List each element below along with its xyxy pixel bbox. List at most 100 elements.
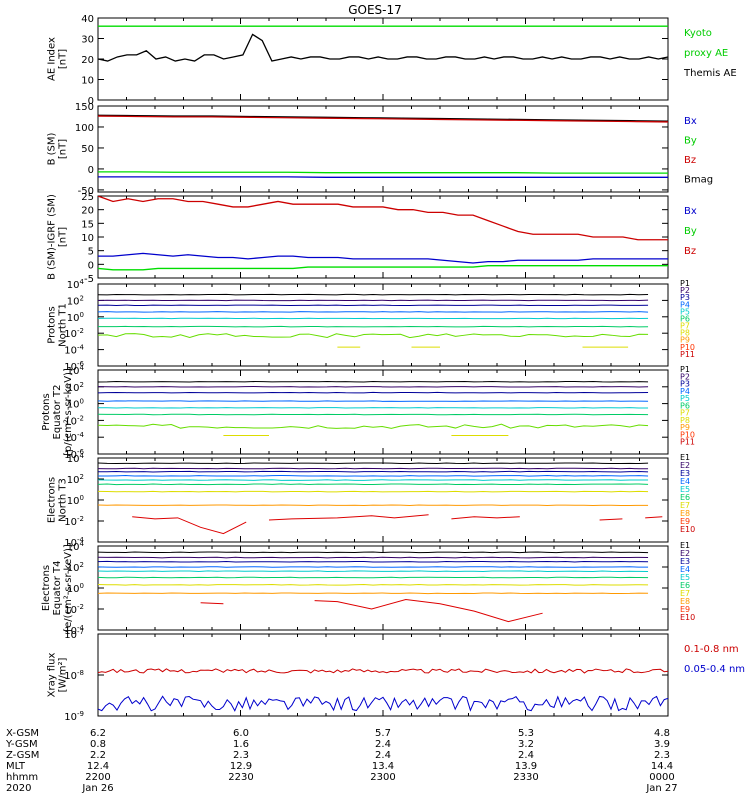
y-axis-label: B (SM)-IGRF (SM)[nT] (47, 194, 69, 280)
y-tick-label: 5 (88, 247, 94, 258)
legend-entry: P2 (680, 372, 690, 381)
ephem-row-label: MLT (6, 761, 26, 772)
y-tick-label: 20 (81, 55, 94, 66)
channel-line (98, 592, 649, 595)
y-tick-exponent: -8 (77, 669, 84, 677)
legend-entry: P3 (680, 293, 690, 302)
channel-line (98, 556, 649, 559)
legend-entry: P7 (680, 322, 690, 331)
y-axis-label-line: North T3 (58, 478, 69, 522)
y-axis-label-line: [p/(cm²-s-sr-keV)] (63, 368, 74, 456)
legend-entry: E6 (680, 581, 690, 590)
legend-entry: 0.1-0.8 nm (684, 644, 739, 655)
y-axis-label-line: North T1 (58, 303, 69, 347)
legend-entry: proxy AE (684, 48, 728, 59)
y-axis-label-line: [e/(cm²-s-sr-keV)] (63, 544, 74, 632)
y-tick-label: 100 (67, 494, 84, 507)
y-tick-label: 104 (67, 452, 85, 465)
panel-data (98, 381, 649, 437)
legend-entry: P5 (680, 307, 690, 316)
legend-entry: E6 (680, 493, 690, 502)
y-axis-label-line: [nT] (58, 139, 69, 159)
legend-entry: P9 (680, 423, 690, 432)
chart-panel-3: -5 0 5 10 15 20 25 B (SM)-IGRF (SM)[nT] Bx By Bz (47, 192, 697, 285)
legend-entry: P9 (680, 336, 690, 345)
channel-e9-trace (599, 518, 623, 521)
y-tick-exponent: -4 (77, 344, 85, 352)
y-axis-label-line: Electrons (47, 477, 58, 523)
y-tick-label: -5 (84, 274, 94, 285)
ephem-value: 2.2 (90, 750, 106, 761)
y-tick-exponent: -2 (77, 414, 84, 422)
ephem-row-label: hhmm (6, 772, 38, 783)
y-tick-label: 25 (81, 192, 94, 203)
legend-entry: 0.05-0.4 nm (684, 664, 745, 675)
channel-line (98, 333, 649, 339)
y-tick-exponent: 2 (80, 294, 84, 302)
y-tick-label: 10 (81, 76, 94, 87)
channel-line (98, 584, 649, 586)
y-tick-exponent: 2 (80, 473, 84, 481)
ephem-value: 12.9 (230, 761, 252, 772)
ephem-value: Jan 26 (81, 783, 113, 794)
y-axis-label: Xray flux[W/m²] (47, 653, 69, 698)
legend-entry: E7 (680, 501, 690, 510)
y-tick-label: 10-9 (64, 710, 84, 723)
ephem-value: 6.0 (233, 728, 249, 739)
y-axis-label-line: [nT] (58, 49, 69, 69)
y-tick-exponent: 4 (80, 452, 85, 460)
y-tick-label: 150 (75, 102, 94, 113)
y-axis-label: ProtonsNorth T1 (47, 303, 69, 347)
y-tick-exponent: 4 (80, 540, 85, 548)
y-tick-exponent: 0 (80, 582, 84, 590)
xray-series-line (98, 668, 668, 674)
ephem-value: 12.4 (87, 761, 109, 772)
y-axis-label: B (SM)[nT] (47, 132, 69, 165)
panel-data (98, 196, 668, 271)
legend-entry: P10 (680, 343, 695, 352)
legend-entry: E1 (680, 541, 690, 550)
y-tick-exponent: -6 (77, 448, 85, 456)
ephem-value: 3.2 (518, 739, 534, 750)
channel-line (98, 576, 649, 579)
ephem-row-label: 2020 (6, 783, 31, 794)
panel-data (98, 551, 649, 623)
ephem-value: 6.2 (90, 728, 106, 739)
y-tick-label: 0 (88, 96, 94, 107)
channel-line (98, 551, 649, 554)
series-line (98, 114, 668, 122)
series-line (98, 115, 668, 123)
y-tick-exponent: 0 (80, 494, 84, 502)
series-line (98, 171, 668, 174)
legend-entry: E4 (680, 565, 690, 574)
channel-line (98, 470, 649, 473)
chart-panel-2: -50 0 50 100 150 B (SM)[nT] Bx By Bz Bmag (47, 102, 714, 197)
ephem-row-label: Z-GSM (6, 750, 39, 761)
series-line (98, 252, 668, 264)
panel-frame (97, 457, 669, 543)
y-tick-label: 102 (67, 473, 84, 486)
channel-line (98, 423, 649, 429)
y-tick-label: 10 (81, 233, 94, 244)
legend-entry: P1 (680, 279, 690, 288)
ephem-value: Jan 27 (645, 783, 677, 794)
legend-entry: Bz (684, 246, 696, 257)
y-tick-exponent: -6 (77, 360, 85, 368)
ephem-value: 13.4 (372, 761, 394, 772)
legend-entry: E10 (680, 525, 695, 534)
y-tick-label: 20 (81, 206, 94, 217)
channel-line (98, 570, 649, 573)
y-axis-label-line: Protons (47, 306, 58, 343)
panel-data (98, 462, 663, 535)
legend-entry: E2 (680, 461, 690, 470)
y-tick-label: 100 (75, 123, 94, 134)
channel-e9-trace (645, 516, 663, 519)
ephem-value: 14.4 (651, 761, 673, 772)
legend-entry: E9 (680, 517, 690, 526)
ephem-value: 2330 (513, 772, 538, 783)
y-tick-exponent: -9 (77, 710, 84, 718)
y-tick-exponent: -2 (77, 515, 84, 523)
